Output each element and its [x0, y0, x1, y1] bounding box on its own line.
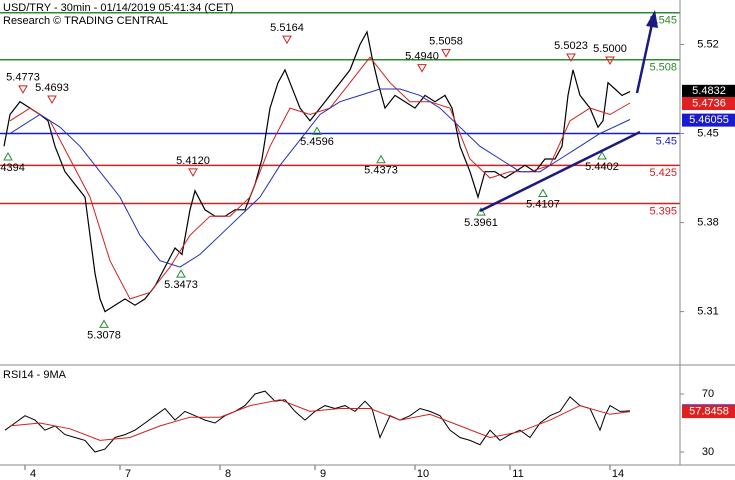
- low-label: 5.4596: [300, 136, 334, 148]
- high-label: 5.5000: [593, 43, 627, 55]
- high-marker: [605, 56, 615, 65]
- chart-title: USD/TRY - 30min - 01/14/2019 05:41:34 (C…: [3, 2, 234, 14]
- low-label: 5.3078: [87, 329, 121, 341]
- price-line: [9, 88, 631, 268]
- y-tick-label: 5.31: [697, 305, 718, 317]
- high-marker: [441, 49, 451, 58]
- level-label: 5.395: [649, 205, 677, 217]
- y-tick-label: 5.52: [697, 38, 718, 50]
- high-marker: [47, 95, 57, 104]
- low-marker: [312, 126, 322, 135]
- x-tick-label: 11: [512, 468, 523, 480]
- low-marker: [597, 150, 607, 160]
- high-marker: [566, 53, 576, 63]
- price-line: [9, 399, 631, 441]
- low-marker: [3, 152, 13, 161]
- high-marker: [18, 85, 28, 94]
- price-tag: [682, 113, 735, 127]
- y-tick-label: 5.45: [697, 127, 718, 139]
- high-label: 5.4773: [6, 72, 40, 84]
- level-label: 5.425: [649, 167, 677, 179]
- level-label: 5.45: [656, 135, 677, 147]
- y-tick-label: 30: [702, 446, 714, 458]
- x-tick-label: 9: [320, 468, 326, 480]
- low-label: 5.4394: [0, 162, 25, 174]
- high-label: 5.4120: [176, 155, 210, 167]
- high-label: 5.5023: [554, 40, 588, 52]
- price-tag: [682, 405, 735, 419]
- chart-subtitle: Research © TRADING CENTRAL: [3, 15, 168, 27]
- low-label: 5.4373: [364, 165, 398, 177]
- price-tag-label: 57.8458: [689, 406, 729, 418]
- plot-layer: 5.525.455.385.315.5455.5085.455.4255.395…: [0, 11, 735, 480]
- price-tag: [682, 97, 735, 111]
- price-tag-label: 5.46055: [689, 114, 729, 126]
- low-label: 5.3473: [164, 279, 198, 291]
- price-line: [4, 390, 631, 453]
- high-marker: [417, 64, 427, 73]
- level-label: 5.508: [649, 62, 677, 74]
- y-tick-label: 5.38: [697, 216, 718, 228]
- low-marker: [176, 269, 186, 278]
- y-tick-label: 70: [702, 388, 714, 400]
- x-tick-label: 7: [125, 468, 131, 480]
- low-marker: [376, 154, 386, 164]
- arrow-head: [646, 10, 658, 28]
- low-marker: [476, 207, 486, 216]
- price-tag-label: 5.4832: [692, 85, 726, 97]
- x-tick-label: 10: [417, 468, 429, 480]
- high-label: 5.4693: [35, 82, 69, 94]
- price-line: [3, 30, 631, 313]
- price-tag-label: 5.4736: [692, 97, 726, 109]
- low-label: 5.4402: [585, 161, 619, 173]
- low-label: 5.3961: [464, 217, 498, 229]
- x-tick-label: 4: [30, 468, 36, 480]
- high-label: 5.5058: [429, 35, 463, 47]
- forecast-arrow: [635, 23, 654, 94]
- high-marker: [188, 168, 198, 177]
- high-label: 5.5164: [270, 22, 304, 34]
- x-tick-label: 14: [612, 468, 624, 480]
- price-tag: [682, 84, 735, 98]
- rsi-title: RSI14 - 9MA: [3, 369, 67, 381]
- x-tick-label: 8: [225, 468, 231, 480]
- high-label: 5.4940: [405, 50, 439, 62]
- low-marker: [538, 188, 548, 198]
- low-marker: [99, 319, 109, 328]
- trend-line: [479, 130, 641, 213]
- low-label: 5.4107: [526, 198, 560, 210]
- high-marker: [282, 35, 292, 45]
